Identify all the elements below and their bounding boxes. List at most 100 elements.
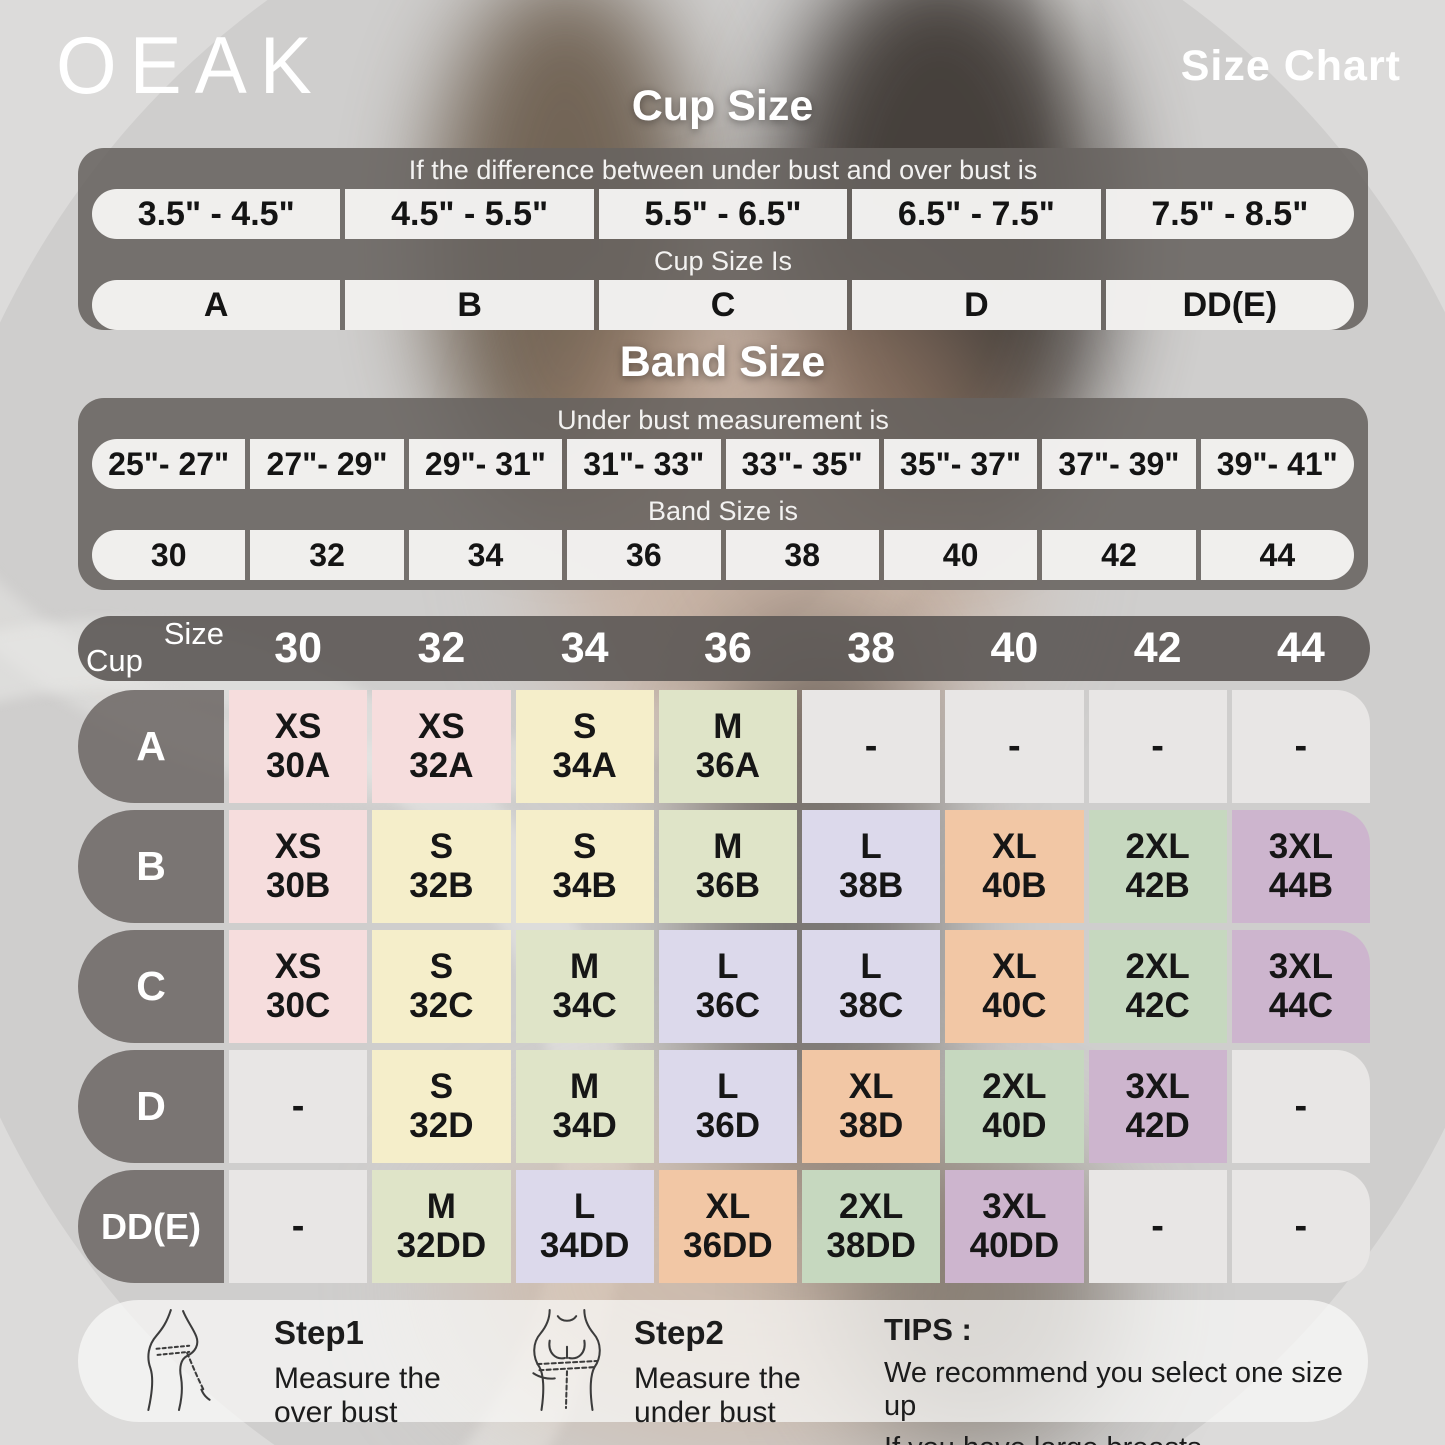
band-range-cell: 25"- 27": [92, 439, 246, 489]
band-value-row: 30 32 34 36 38 40 42 44: [92, 530, 1354, 580]
size-cell: 3XL 44B: [1231, 810, 1370, 923]
size-cell: XS 30B: [229, 810, 368, 923]
cup-result-label: Cup Size Is: [653, 246, 793, 276]
step-1-title: Step1: [274, 1314, 364, 1351]
size-cell: -: [229, 1050, 368, 1163]
cell-size: XS: [274, 947, 322, 986]
size-cell: L 36D: [658, 1050, 797, 1163]
cell-code: 36B: [695, 865, 760, 905]
size-cell: M 36B: [658, 810, 797, 923]
band-column-header: 32: [417, 624, 466, 672]
size-cell: XS 32A: [372, 690, 511, 803]
cup-row-label: C: [78, 930, 224, 1043]
band-range-cell: 33"- 35": [725, 439, 879, 489]
size-cell: 2XL 40D: [945, 1050, 1084, 1163]
page-title: Size Chart: [1180, 42, 1401, 90]
size-cell: -: [945, 690, 1084, 803]
cell-code: 42C: [1125, 985, 1190, 1025]
size-cell: M 36A: [658, 690, 797, 803]
step-1: Step1 Measure the over bust: [274, 1314, 441, 1429]
size-cell: S 32D: [372, 1050, 511, 1163]
step-1-desc-line2: over bust: [274, 1395, 398, 1429]
step-2: Step2 Measure the under bust: [634, 1314, 801, 1429]
band-range-cell: 39"- 41": [1200, 439, 1354, 489]
cup-value-row: A B C D DD(E): [92, 280, 1355, 330]
cup-size-cell: D: [852, 280, 1101, 330]
cell-code: 34C: [552, 985, 617, 1025]
cell-size: 2XL: [982, 1067, 1047, 1106]
cell-size: XS: [418, 707, 465, 746]
cell-code: 36C: [695, 985, 760, 1025]
band-column-header: 44: [1276, 624, 1325, 672]
cup-row-label: A: [78, 690, 224, 803]
size-cell: -: [1088, 1170, 1227, 1283]
size-cell: M 32DD: [372, 1170, 511, 1283]
band-range-cell: 35"- 37": [883, 439, 1038, 489]
band-range-cell: 31"- 33": [567, 439, 721, 489]
cell-code: 34A: [552, 745, 617, 785]
band-size-cell: 38: [725, 530, 879, 580]
measure-over-bust-icon: [147, 1309, 211, 1411]
size-cell: S 34B: [515, 810, 654, 923]
cell-code: 38DD: [826, 1225, 916, 1265]
cell-size: XS: [274, 827, 322, 866]
grid-corner: Size Cup: [78, 616, 224, 681]
cup-range-cell: 4.5" - 5.5": [345, 189, 594, 239]
brand-logo: OEAK: [56, 19, 325, 111]
cell-size: L: [860, 827, 882, 866]
cell-size: 3XL: [1125, 1067, 1190, 1106]
size-cell: -: [1231, 1170, 1370, 1283]
cell-code: 34B: [552, 865, 617, 905]
band-size-cell: 40: [883, 530, 1038, 580]
band-size-cell: 32: [250, 530, 404, 580]
cell-code: 40C: [982, 985, 1047, 1025]
cell-code: 34D: [552, 1105, 617, 1145]
cell-code: 32C: [409, 985, 474, 1025]
size-cell: XS 30A: [229, 690, 368, 803]
size-cell: XS 30C: [229, 930, 368, 1043]
cell-size: 3XL: [1268, 947, 1333, 986]
cell-code: 38D: [839, 1105, 904, 1145]
cell-size: L: [573, 1187, 596, 1226]
cell-size: M: [426, 1187, 456, 1226]
cup-size-panel: If the difference between under bust and…: [78, 148, 1368, 330]
size-cell: XL 38D: [802, 1050, 941, 1163]
cell-size: 2XL: [839, 1187, 904, 1226]
cell-size: M: [570, 947, 600, 986]
step-2-desc: Measure the under bust: [634, 1362, 801, 1429]
cell-size: S: [429, 947, 454, 986]
tips: TIPS : We recommend you select one size …: [884, 1312, 1368, 1445]
band-range-cell: 27"- 29": [250, 439, 404, 489]
size-cell: -: [802, 690, 941, 803]
cup-size-cell: A: [92, 280, 341, 330]
band-column-header: 38: [847, 624, 896, 672]
cell-size: 3XL: [1268, 827, 1333, 866]
band-range-cell: 29"- 31": [408, 439, 563, 489]
cell-size: XL: [992, 827, 1037, 866]
cell-size: S: [572, 827, 597, 866]
cell-size: L: [860, 947, 882, 986]
size-cell: XL 40C: [945, 930, 1084, 1043]
band-size-panel: Under bust measurement is 25"- 27" 27"- 2…: [78, 398, 1368, 590]
cell-code: 36D: [695, 1105, 760, 1145]
cell-code: 36A: [695, 745, 760, 785]
band-size-cell: 44: [1200, 530, 1354, 580]
size-cell: S 34A: [515, 690, 654, 803]
cell-size: 3XL: [982, 1187, 1047, 1226]
cup-row-label: D: [78, 1050, 224, 1163]
cup-size-heading: Cup Size: [631, 82, 814, 130]
cell-code: 40DD: [969, 1225, 1060, 1265]
size-grid: A XS 30A XS 32A S 34A M 36A - - - - B XS 30B S 32B S 34B M 36…: [78, 690, 1370, 1283]
cup-range-cell: 3.5" - 4.5": [92, 189, 341, 239]
cell-size: S: [572, 707, 597, 746]
corner-cup-label: Cup: [86, 643, 143, 678]
cell-code: 30B: [266, 865, 331, 905]
cell-size: XL: [848, 1067, 894, 1106]
size-cell: L 38C: [802, 930, 941, 1043]
cup-condition-label: If the difference between under bust and…: [408, 155, 1038, 185]
cup-range-cell: 5.5" - 6.5": [598, 189, 848, 239]
band-range-row: 25"- 27" 27"- 29" 29"- 31" 31"- 33" 33"- 35"…: [92, 439, 1354, 489]
band-result-label: Band Size is: [647, 496, 799, 526]
cup-range-row: 3.5" - 4.5" 4.5" - 5.5" 5.5" - 6.5" 6.5" - …: [92, 189, 1355, 239]
cell-size: L: [717, 947, 739, 986]
